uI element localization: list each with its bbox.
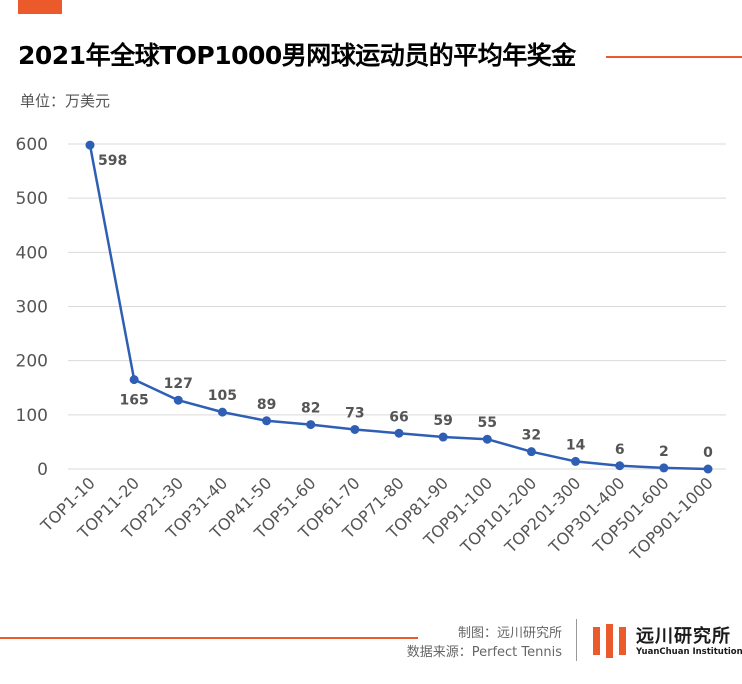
data-label: 165 (120, 393, 149, 409)
y-tick-label: 400 (16, 243, 48, 263)
data-point (526, 447, 536, 457)
data-label: 0 (703, 445, 713, 461)
data-point (350, 424, 360, 434)
y-tick-label: 300 (16, 298, 48, 318)
footer-divider (576, 619, 577, 661)
data-point (394, 428, 404, 438)
y-tick-label: 100 (16, 406, 48, 426)
data-point (703, 464, 713, 474)
data-label: 66 (389, 409, 408, 425)
data-point (482, 434, 492, 444)
y-tick-label: 600 (16, 135, 48, 155)
data-labels: 598 165 127 105 89 82 73 66 59 55 32 14 6 2 0 (98, 153, 713, 461)
credit-maker: 制图：远川研究所 (457, 626, 562, 641)
data-label: 127 (164, 376, 193, 392)
data-label: 598 (98, 153, 127, 169)
bottom-rule (0, 637, 418, 639)
title-rule (606, 56, 742, 58)
data-label: 59 (433, 413, 452, 429)
data-point (306, 420, 316, 430)
data-point (129, 375, 139, 385)
data-point (217, 407, 227, 417)
data-label: 55 (478, 415, 497, 431)
data-point (659, 463, 669, 473)
data-label: 82 (301, 401, 320, 417)
y-tick-label: 0 (37, 460, 48, 480)
gridlines (68, 143, 726, 470)
logo-mark-icon (593, 624, 626, 658)
x-axis-categories: TOP1-10TOP11-20TOP21-30TOP31-40TOP41-50T… (36, 473, 716, 564)
data-points (85, 140, 713, 474)
data-label: 14 (566, 437, 586, 453)
data-label: 2 (659, 444, 669, 460)
data-label: 73 (345, 405, 364, 421)
data-label: 89 (257, 397, 276, 413)
y-tick-label: 200 (16, 352, 48, 372)
data-point (615, 461, 625, 471)
credit-source: 数据来源：Perfect Tennis (406, 645, 562, 660)
data-point (85, 140, 95, 150)
data-point (438, 432, 448, 442)
data-point (262, 416, 272, 426)
logo-name: 远川研究所 (636, 626, 731, 647)
data-label: 32 (522, 428, 541, 444)
unit-label: 单位：万美元 (20, 92, 111, 110)
data-label: 105 (208, 388, 237, 404)
y-axis-ticks: 0 100 200 300 400 500 600 (16, 135, 48, 480)
chart-title: 2021年全球TOP1000男网球运动员的平均年奖金 (18, 41, 576, 70)
data-point (173, 395, 183, 405)
y-tick-label: 500 (16, 189, 48, 209)
data-point (571, 456, 581, 466)
logo-en: YuanChuan Institution (636, 647, 742, 657)
data-label: 6 (615, 442, 625, 458)
top-accent-bar (18, 0, 62, 14)
